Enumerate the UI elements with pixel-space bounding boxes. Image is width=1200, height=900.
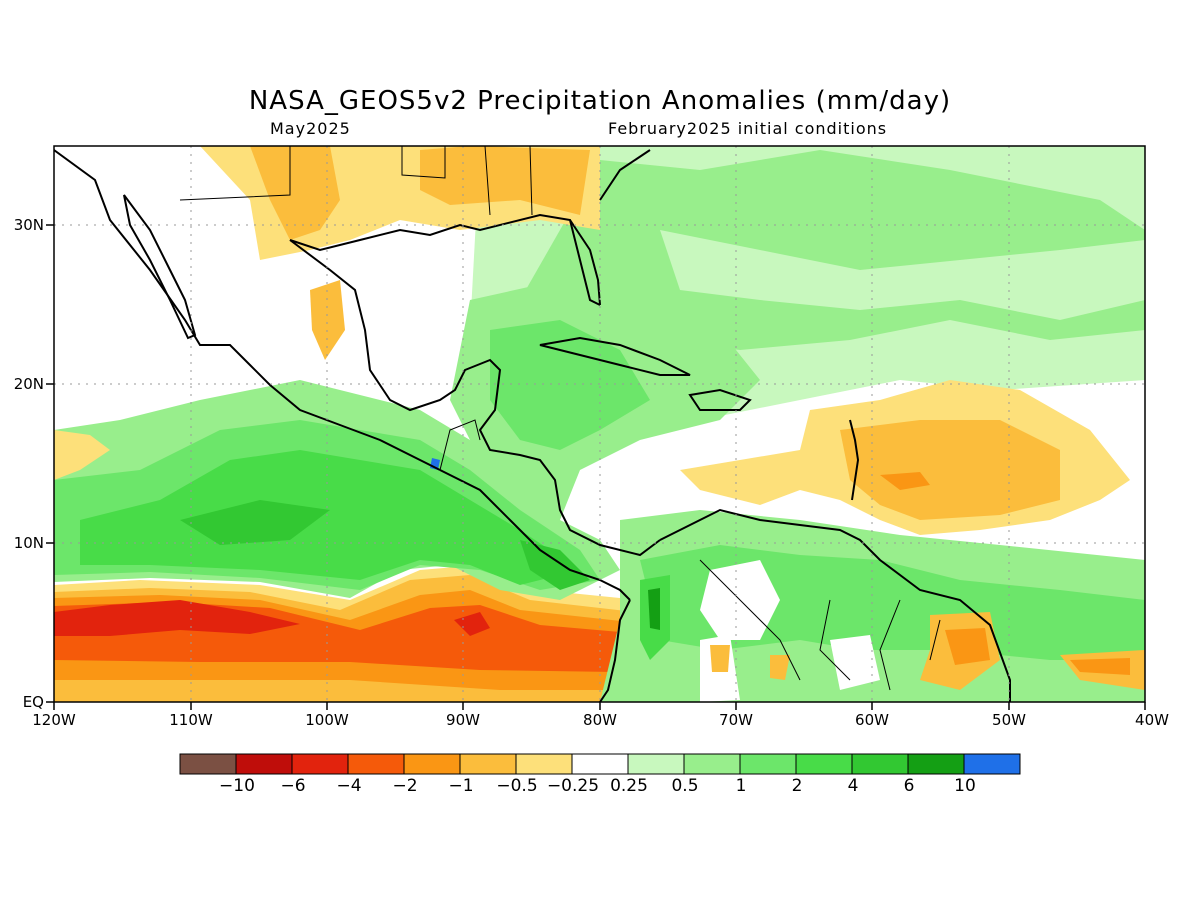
baja-california — [123, 194, 197, 340]
colorbar-label: 6 — [903, 776, 915, 796]
lesser-antilles — [849, 419, 860, 501]
cuba — [539, 336, 691, 376]
colorbar-label: 10 — [954, 776, 976, 796]
colorbar-label: −0.25 — [546, 776, 600, 796]
lat-tick-30n: 30N — [13, 216, 44, 234]
coastlines — [54, 149, 1011, 702]
initial-conditions: February2025 initial conditions — [608, 119, 888, 138]
colorbar-swatch — [851, 753, 909, 775]
colorbar-swatch — [795, 753, 853, 775]
mexico-gulf-coast — [289, 239, 661, 557]
florida — [569, 219, 601, 306]
map-title: NASA_GEOS5v2 Precipitation Anomalies (mm… — [248, 86, 952, 116]
colorbar-swatch — [571, 753, 629, 775]
colorbar-swatch — [627, 753, 685, 775]
political-borders — [179, 146, 941, 691]
lon-tick-120w: 120W — [32, 711, 76, 729]
colorbar-swatch — [235, 753, 293, 775]
hispaniola — [688, 388, 752, 411]
lon-tick-100w: 100W — [305, 711, 349, 729]
forecast-month: May2025 — [270, 119, 351, 138]
colorbar-swatch — [179, 753, 237, 775]
colorbar-label: −2 — [392, 776, 418, 796]
colorbar-label: 2 — [791, 776, 803, 796]
colorbar-swatch — [291, 753, 349, 775]
colorbar-label: −0.5 — [496, 776, 538, 796]
colorbar-swatch — [963, 753, 1021, 775]
south-america-north-coast — [659, 508, 1011, 702]
mexico-west-coast — [54, 149, 441, 471]
lat-tick-20n: 20N — [13, 375, 44, 393]
colorbar-label: −6 — [280, 776, 306, 796]
colorbar-swatch — [907, 753, 965, 775]
lon-tick-90w: 90W — [446, 711, 480, 729]
lat-tick-eq: EQ — [22, 693, 44, 711]
colorbar-label: −4 — [336, 776, 362, 796]
south-america-pacific-coast — [599, 599, 631, 702]
lon-tick-70w: 70W — [719, 711, 753, 729]
colorbar-swatch — [403, 753, 461, 775]
colorbar-swatch — [515, 753, 573, 775]
colorbar-swatch — [347, 753, 405, 775]
colorbar-label: 0.5 — [671, 776, 699, 796]
gridlines — [54, 146, 1145, 702]
colorbar-label: 4 — [847, 776, 859, 796]
colorbar-label: 1 — [735, 776, 747, 796]
lon-tick-60w: 60W — [855, 711, 889, 729]
colorbar-label: 0.25 — [610, 776, 648, 796]
gulf-coast — [289, 213, 601, 306]
us-atlantic-coast — [599, 149, 651, 201]
lon-tick-110w: 110W — [169, 711, 213, 729]
colorbar-label: −10 — [219, 776, 255, 796]
colorbar-label: −1 — [448, 776, 474, 796]
colorbar — [179, 753, 1021, 775]
lon-tick-80w: 80W — [583, 711, 617, 729]
lat-tick-10n: 10N — [13, 534, 44, 552]
colorbar-swatch — [459, 753, 517, 775]
central-america-pacific-coast — [439, 469, 631, 601]
lon-tick-40w: 40W — [1135, 711, 1169, 729]
lon-tick-50w: 50W — [992, 711, 1026, 729]
anomaly-field — [54, 146, 1145, 702]
tick-marks — [46, 224, 1146, 710]
colorbar-swatch — [739, 753, 797, 775]
colorbar-swatch — [683, 753, 741, 775]
